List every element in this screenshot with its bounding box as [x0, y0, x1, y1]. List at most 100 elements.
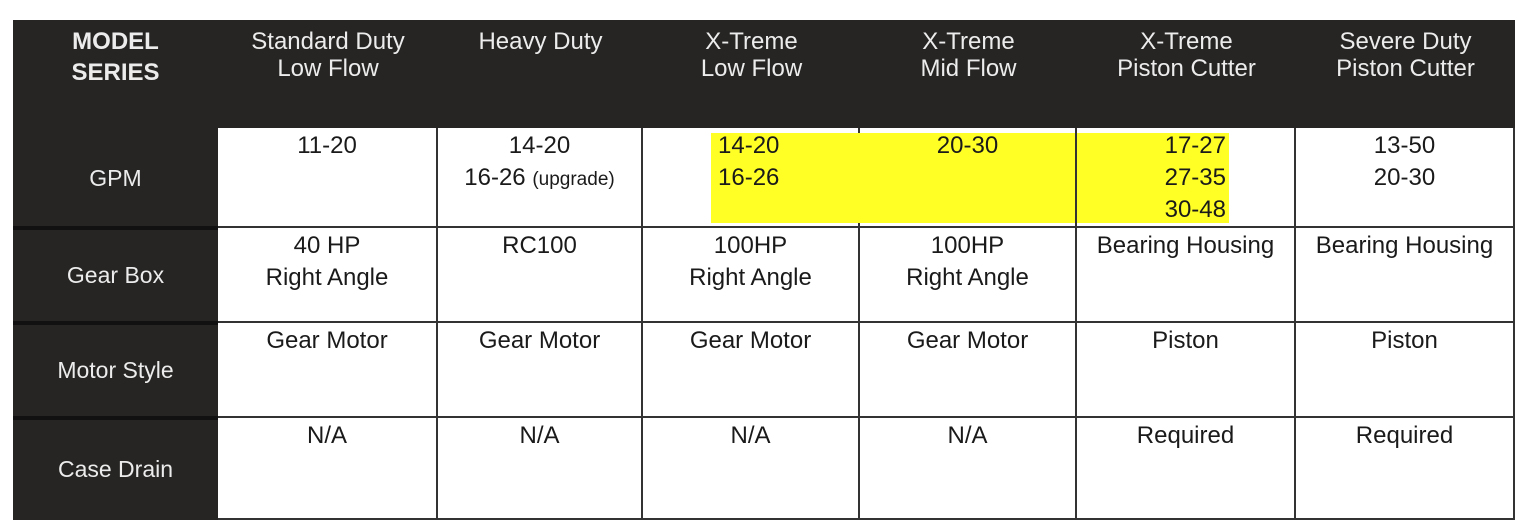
row-divider [13, 226, 218, 230]
table-cell: Piston [1296, 323, 1515, 418]
header-x-treme-piston-cutter: X-Treme Piston Cutter [1117, 28, 1256, 82]
cell-value: Piston [1077, 325, 1294, 357]
table-cell: N/A [860, 418, 1077, 520]
cell-value: 13-50 [1296, 130, 1513, 162]
table-cell: 40 HP Right Angle [218, 228, 438, 323]
cell-text: Gear Motor [478, 327, 601, 354]
cell-value: Gear Motor [438, 325, 641, 357]
cell-value: Required [1296, 420, 1513, 452]
cell-text: Piston [1371, 327, 1438, 354]
row-label: Motor Style [13, 323, 218, 418]
cell-value: 16-26 (upgrade) [438, 162, 641, 196]
highlight [711, 133, 860, 223]
header-heavy-duty: Heavy Duty [478, 28, 603, 55]
table-cell: 11-20 [218, 128, 438, 228]
cell-text: 27-35 [1164, 164, 1226, 191]
cell-value: 100HP [643, 230, 858, 262]
cell-text: N/A [306, 422, 347, 449]
cell-value: Right Angle [218, 262, 436, 294]
table-cell: Gear Motor [860, 323, 1077, 418]
table-cell: Gear Motor [643, 323, 860, 418]
cell-value: 17-27 [1077, 130, 1226, 162]
header-standard-duty-low-flow: Standard Duty Low Flow [251, 28, 405, 82]
cell-value: Piston [1296, 325, 1513, 357]
table-cell: Required [1077, 418, 1296, 520]
cell-value: N/A [860, 420, 1075, 452]
cell-text: N/A [730, 422, 771, 449]
table-cell: 14-20 16-26 [643, 128, 860, 228]
cell-text: Right Angle [689, 264, 812, 291]
table-cell: N/A [643, 418, 860, 520]
cell-text: 11-20 [297, 132, 357, 159]
cell-value: Gear Motor [643, 325, 858, 357]
cell-text: Right Angle [906, 264, 1029, 291]
cell-text: Gear Motor [906, 327, 1029, 354]
highlight [860, 133, 1075, 223]
cell-text: N/A [519, 422, 560, 449]
cell-value: 100HP [860, 230, 1075, 262]
row-divider [13, 321, 218, 325]
cell-value: 14-20 [718, 130, 858, 162]
cell-value: Right Angle [860, 262, 1075, 294]
cell-text: Piston [1152, 327, 1219, 354]
cell-value: Gear Motor [218, 325, 436, 357]
table-cell: Bearing Housing [1296, 228, 1515, 323]
cell-text: 14-20 [718, 132, 780, 159]
cell-value: 27-35 [1077, 162, 1226, 194]
table-cell: 17-27 27-35 30-48 [1077, 128, 1296, 228]
cell-text: RC100 [502, 232, 577, 259]
row-label: Case Drain [13, 418, 218, 520]
table-cell: Required [1296, 418, 1515, 520]
cell-text: 20-30 [936, 132, 999, 159]
table-cell: RC100 [438, 228, 643, 323]
cell-text: N/A [947, 422, 988, 449]
cell-value: Required [1077, 420, 1294, 452]
cell-value: Gear Motor [860, 325, 1075, 357]
header-model-series: MODEL SERIES [71, 28, 160, 86]
header-severe-duty-piston-cutter: Severe Duty Piston Cutter [1336, 28, 1475, 82]
table-cell: Gear Motor [218, 323, 438, 418]
cell-text: 100HP [713, 232, 788, 259]
cell-note: (upgrade) [532, 169, 615, 190]
table-header [13, 20, 1515, 128]
cell-text: 100HP [930, 232, 1005, 259]
table-cell: N/A [218, 418, 438, 520]
cell-text: Gear Motor [689, 327, 812, 354]
row-label: GPM [13, 128, 218, 228]
cell-text: 16-26 [718, 164, 780, 191]
table-cell: 13-50 20-30 [1296, 128, 1515, 228]
header-x-treme-mid-flow: X-Treme Mid Flow [920, 28, 1017, 82]
table-cell: 20-30 [860, 128, 1077, 228]
cell-value: 30-48 [1077, 194, 1226, 226]
table-cell: Piston [1077, 323, 1296, 418]
cell-text: Right Angle [265, 264, 389, 291]
table-cell: 100HP Right Angle [860, 228, 1077, 323]
cell-value: N/A [438, 420, 641, 452]
cell-text: 40 HP [293, 232, 361, 259]
cell-value: Right Angle [643, 262, 858, 294]
cell-value: 40 HP [218, 230, 436, 262]
cell-text: 17-27 [1164, 132, 1226, 159]
cell-value: 11-20 [218, 130, 436, 162]
cell-text: 20-30 [1373, 164, 1436, 191]
table-cell: N/A [438, 418, 643, 520]
header-x-treme-low-flow: X-Treme Low Flow [700, 28, 803, 82]
table-cell: Bearing Housing [1077, 228, 1296, 323]
row-divider [13, 416, 218, 420]
highlight [1077, 133, 1229, 223]
cell-text: Required [1136, 422, 1235, 449]
row-label: Gear Box [13, 228, 218, 323]
cell-value: 14-20 [438, 130, 641, 162]
table-cell: 100HP Right Angle [643, 228, 860, 323]
cell-text: 30-48 [1164, 196, 1226, 223]
cell-text: 14-20 [508, 132, 571, 159]
cell-text: Gear Motor [266, 327, 388, 354]
cell-text: Bearing Housing [1315, 232, 1494, 259]
cell-text: 16-26 [464, 164, 526, 191]
cell-value: N/A [643, 420, 858, 452]
cell-value: 20-30 [860, 130, 1075, 162]
table-cell: 14-20 16-26 (upgrade) [438, 128, 643, 228]
cell-text: Bearing Housing [1096, 232, 1275, 259]
cell-text: Required [1355, 422, 1454, 449]
cell-value: RC100 [438, 230, 641, 262]
